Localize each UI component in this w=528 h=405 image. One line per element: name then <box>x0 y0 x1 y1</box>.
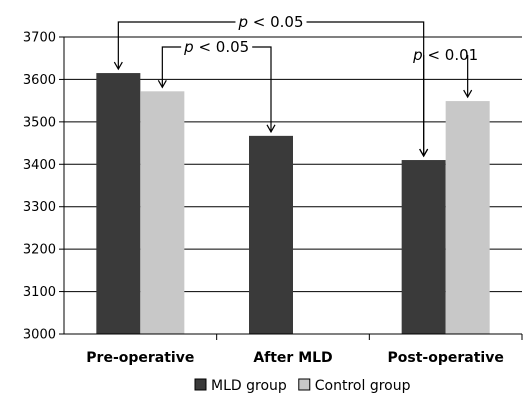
bar <box>249 135 293 334</box>
significance-bracket: p < 0.05 <box>113 13 429 158</box>
significance-annotations: p < 0.05 p < 0.05 p < 0.01 <box>113 13 478 158</box>
y-tick-label: 3500 <box>23 115 56 130</box>
legend-label: MLD group <box>211 378 287 394</box>
arrowhead <box>419 148 429 158</box>
bracket-line <box>306 21 425 157</box>
arrowhead <box>113 61 123 71</box>
significance-bracket: p < 0.01 <box>412 46 478 158</box>
y-tick-label: 3600 <box>23 73 56 88</box>
bar <box>96 73 141 335</box>
significance-label: p < 0.05 <box>237 13 303 31</box>
bars <box>96 73 490 335</box>
significance-label: p < 0.05 <box>183 38 249 56</box>
y-tick-label: 3100 <box>23 285 56 300</box>
bracket-line <box>161 46 182 88</box>
category-label: Pre-operative <box>86 350 194 366</box>
category-labels: Pre-operative After MLD Post-operative <box>86 350 504 366</box>
bracket-line <box>117 21 236 70</box>
legend-swatch <box>194 378 207 391</box>
y-tick-labels: 3000 3100 3200 3300 3400 3500 3600 3700 <box>23 31 56 343</box>
legend-label: Control group <box>315 378 411 394</box>
y-tick-label: 3700 <box>23 31 56 46</box>
arrowhead <box>157 80 167 89</box>
axes <box>59 36 523 340</box>
arrowhead <box>266 124 276 134</box>
legend-swatch <box>298 378 311 391</box>
y-tick-label: 3200 <box>23 243 56 258</box>
y-tick-label: 3300 <box>23 200 56 215</box>
significance-label: p < 0.01 <box>412 46 478 64</box>
legend: MLD group Control group <box>194 378 411 394</box>
y-tick-label: 3000 <box>23 328 56 343</box>
bar <box>140 91 185 335</box>
significance-bracket: p < 0.05 <box>157 38 276 134</box>
bar <box>445 101 490 335</box>
y-tick-label: 3400 <box>23 158 56 173</box>
arrowhead <box>463 89 473 99</box>
bracket-line <box>252 46 272 132</box>
category-label: After MLD <box>253 350 332 366</box>
category-label: Post-operative <box>388 350 504 366</box>
bar <box>401 160 446 334</box>
